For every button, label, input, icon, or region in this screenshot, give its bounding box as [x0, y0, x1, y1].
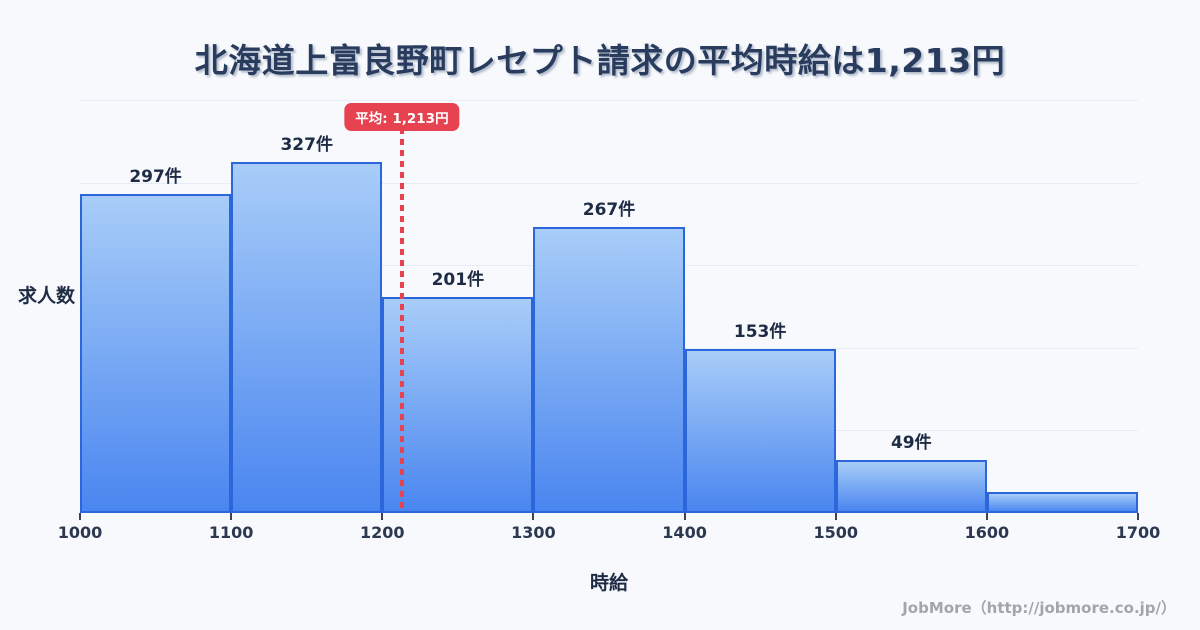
y-axis-label: 求人数: [18, 285, 76, 307]
x-axis-tick: [532, 513, 535, 520]
gridline: [80, 100, 1138, 101]
bar-value-label: 327件: [280, 135, 333, 156]
bar-value-label: 297件: [129, 167, 182, 188]
histogram-bar: [835, 460, 987, 513]
bar-value-label: 267件: [582, 199, 636, 220]
mean-label: 平均: 1,213円: [344, 103, 460, 131]
x-axis-tick-label: 1300: [511, 523, 556, 542]
histogram-bar: [533, 226, 685, 513]
mean-line: [400, 128, 404, 513]
x-axis-tick: [834, 513, 837, 520]
bar-value-label: 49件: [890, 433, 932, 454]
x-axis-tick-label: 1100: [208, 523, 254, 542]
x-axis-label: 時給: [589, 572, 628, 594]
x-axis-tick: [381, 513, 384, 520]
histogram-bar: [986, 491, 1138, 513]
plot-area: 平均: 1,213円 297件 327件 201件 267件 153件 49件 1000 11…: [58, 100, 1160, 542]
histogram-bar: [80, 194, 232, 513]
x-axis-tick-label: 1600: [964, 523, 1010, 542]
bar-value-label: 201件: [431, 270, 485, 291]
x-axis-tick-label: 1000: [57, 523, 103, 542]
x-axis-tick-label: 1400: [662, 523, 707, 542]
footer-credit: JobMore（http://jobmore.co.jp/）: [902, 599, 1176, 617]
gridline: [80, 182, 1138, 184]
histogram-bar: [684, 348, 836, 513]
x-axis-tick: [985, 513, 988, 520]
bar-value-label: 153件: [733, 321, 787, 342]
x-axis-tick-label: 1500: [813, 523, 858, 542]
x-axis-tick: [230, 513, 233, 520]
x-axis-tick: [683, 513, 686, 520]
histogram-bar: [231, 162, 383, 513]
x-axis-tick-label: 1700: [1115, 523, 1161, 542]
histogram-bar: [382, 297, 534, 513]
x-axis-tick-label: 1200: [360, 523, 405, 542]
page-title: 北海道上富良野町レセプト請求の平均時給は1,213円: [194, 41, 1006, 80]
x-axis-tick: [1137, 513, 1139, 520]
x-axis-tick: [79, 513, 81, 520]
